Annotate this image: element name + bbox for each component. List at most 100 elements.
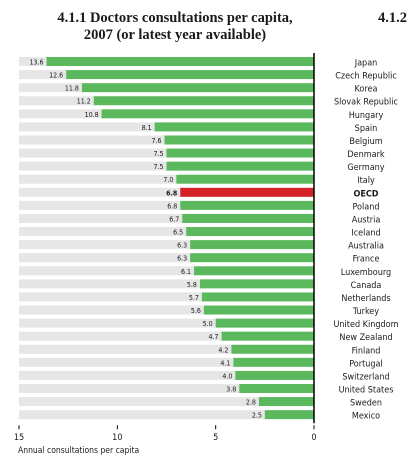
value-label: 11.8 <box>65 85 79 93</box>
category-label: Japan <box>354 59 378 69</box>
bar <box>176 174 314 184</box>
bar-track <box>19 174 177 184</box>
bar-track <box>19 109 102 119</box>
bar-highlight <box>180 187 314 197</box>
bar-track <box>19 135 165 145</box>
value-label: 12.6 <box>49 72 63 80</box>
bar <box>66 70 314 80</box>
bar <box>166 148 314 158</box>
bar <box>101 109 314 119</box>
category-label: Italy <box>357 176 375 186</box>
category-label: Mexico <box>352 412 380 422</box>
title-line-2: 2007 (or latest year available) <box>83 27 267 43</box>
value-label: 8.1 <box>142 124 152 132</box>
category-label: Slovak Republic <box>334 98 398 108</box>
category-label: Denmark <box>347 150 385 160</box>
category-label: Finland <box>352 346 381 356</box>
bar-track <box>19 410 265 420</box>
category-label: Canada <box>351 281 382 291</box>
bar <box>231 344 314 354</box>
bar <box>190 240 314 250</box>
category-label: Netherlands <box>341 294 390 304</box>
category-label: Portugal <box>349 359 383 369</box>
title-line-1: Doctors consultations per capita, <box>89 10 293 26</box>
value-label: 4.1 <box>220 359 230 367</box>
bar-track <box>19 148 167 158</box>
bar-track <box>19 213 183 223</box>
value-label: 2.5 <box>252 412 262 420</box>
value-label: 5.0 <box>203 320 213 328</box>
category-label: Switzerland <box>342 372 389 382</box>
value-label: 4.0 <box>222 372 232 380</box>
bar <box>201 292 314 302</box>
x-tick-label: 0 <box>311 433 316 443</box>
bar <box>215 318 314 328</box>
bar <box>239 384 314 393</box>
value-label: 2.8 <box>246 399 256 407</box>
bar-track <box>19 161 167 171</box>
category-label: Germany <box>347 163 384 173</box>
bar <box>81 83 314 93</box>
value-label: 6.5 <box>173 229 183 237</box>
bar <box>190 253 314 263</box>
category-label: Austria <box>352 215 381 225</box>
bar-track <box>19 122 155 132</box>
bar <box>258 397 314 407</box>
bar-track <box>19 200 181 210</box>
category-label: Korea <box>355 85 378 95</box>
category-label: Iceland <box>351 229 380 239</box>
bar-track <box>19 331 222 341</box>
bar-track <box>19 279 200 289</box>
value-label: 7.5 <box>153 163 163 171</box>
value-label: 11.2 <box>77 98 91 106</box>
bar <box>235 370 314 380</box>
bar-track <box>19 253 191 263</box>
category-label: Luxembourg <box>341 268 391 278</box>
next-figure-number: 4.1.2 <box>378 10 407 26</box>
category-label: Poland <box>353 202 380 212</box>
bar <box>203 305 314 315</box>
bar <box>221 331 314 341</box>
bar-track <box>19 357 234 367</box>
bar <box>46 57 315 66</box>
bar <box>154 122 314 132</box>
bar <box>93 96 314 106</box>
bar-track <box>19 70 67 80</box>
value-label: 6.8 <box>167 202 177 210</box>
value-label: 5.7 <box>189 294 199 302</box>
bar-track <box>19 292 202 302</box>
value-label: 4.7 <box>209 333 219 341</box>
bar <box>264 410 314 420</box>
bar <box>199 279 314 289</box>
category-label: Sweden <box>350 399 382 409</box>
category-label: Australia <box>348 242 384 252</box>
value-label: 6.3 <box>177 255 187 263</box>
bar <box>194 266 314 276</box>
category-label: Spain <box>355 124 378 134</box>
bar-track <box>19 344 232 354</box>
value-label: 6.3 <box>177 242 187 250</box>
figure-number: 4.1.1 <box>57 10 87 26</box>
x-axis-label: Annual consultations per capita <box>18 446 139 456</box>
bar <box>186 227 314 237</box>
x-tick-label: 15 <box>14 433 24 443</box>
value-label: 7.6 <box>152 137 162 145</box>
bar <box>180 200 314 210</box>
category-label: United Kingdom <box>334 320 399 330</box>
bar-track <box>19 318 216 328</box>
category-label: Hungary <box>349 111 384 121</box>
value-label: 4.2 <box>218 346 228 354</box>
chart-title: 4.1.1 Doctors consultations per capita, … <box>40 10 310 44</box>
value-label: 3.8 <box>226 386 236 394</box>
x-tick-label: 5 <box>213 433 218 443</box>
bar-track <box>19 384 240 393</box>
bar-track <box>19 305 204 315</box>
bar-track <box>19 96 94 106</box>
value-label: 13.6 <box>30 59 44 67</box>
category-label: France <box>353 255 380 265</box>
value-label: 6.7 <box>169 215 179 223</box>
value-label: 5.8 <box>187 281 197 289</box>
value-label: 6.8 <box>166 189 177 197</box>
bar-track <box>19 227 187 237</box>
